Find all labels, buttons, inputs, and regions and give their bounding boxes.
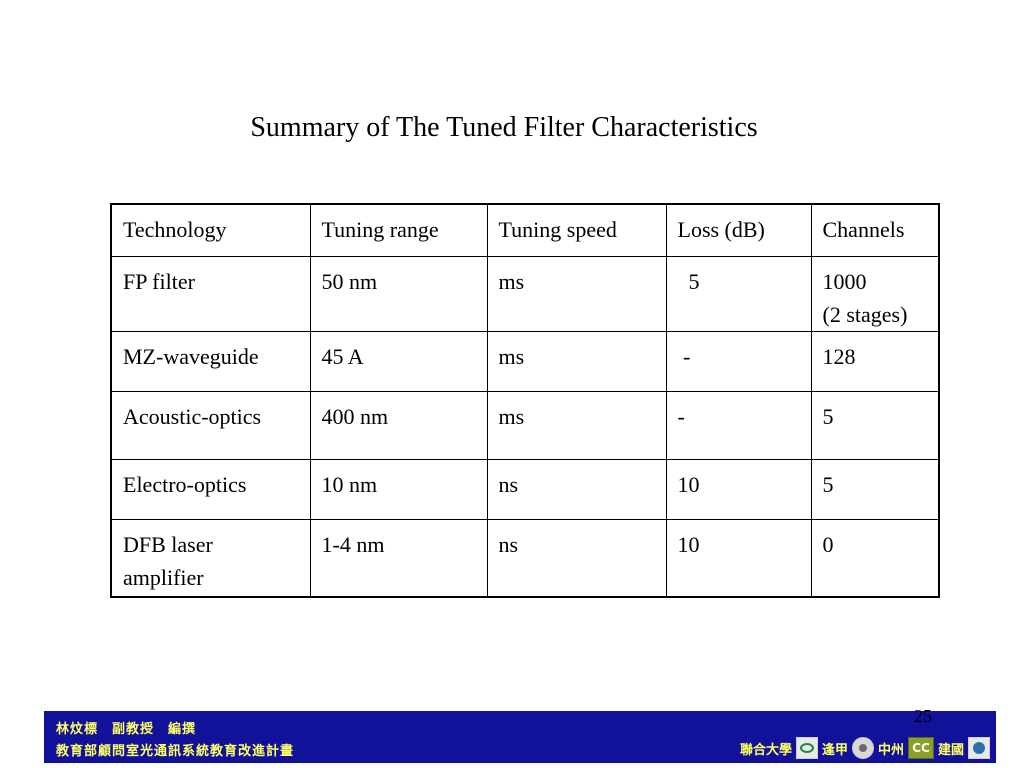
cell-channels: 0 [810,518,940,598]
cell-tuning-range: 50 nm [309,255,488,332]
cell-channels: 128 [810,330,940,392]
partner-schools: 聯合大學 逢甲 中州 CC 建國 [740,737,990,759]
cell-tuning-speed: ms [486,390,667,460]
cell-technology: Electro-optics [110,458,311,520]
table-row: MZ-waveguide 45 A ms - 128 [110,330,940,392]
cell-tuning-speed: ns [486,518,667,598]
footer-program: 教育部顧問室光通訊系統教育改進計畫 [56,744,295,759]
cell-loss: 5 [665,255,812,332]
cell-loss: 10 [665,518,812,598]
slide-title: Summary of The Tuned Filter Characterist… [250,112,758,143]
table-row: Acoustic-optics 400 nm ms - 5 [110,390,940,460]
cell-technology: MZ-waveguide [110,330,311,392]
cell-loss: 10 [665,458,812,520]
school-emblem-icon [968,737,990,759]
cc-logo-icon: CC [907,737,934,759]
header-loss: Loss (dB) [665,203,812,257]
cell-technology: Acoustic-optics [110,390,311,460]
summary-table: Technology Tuning range Tuning speed Los… [110,203,940,598]
cell-loss: - [665,330,812,392]
cell-tuning-speed: ns [486,458,667,520]
cell-tuning-range: 400 nm [309,390,488,460]
table-row: DFB laser amplifier 1-4 nm ns 10 0 [110,518,940,598]
footer-banner: 林炆標 副教授 編撰 教育部顧問室光通訊系統教育改進計畫 聯合大學 逢甲 中州 … [44,711,996,763]
cell-loss: - [665,390,812,460]
cell-tuning-speed: ms [486,255,667,332]
header-tuning-range: Tuning range [309,203,488,257]
header-tuning-speed: Tuning speed [486,203,667,257]
table-header-row: Technology Tuning range Tuning speed Los… [110,203,940,257]
footer-author: 林炆標 副教授 編撰 [56,722,197,737]
school-seal-icon [851,737,874,759]
cell-tuning-range: 1-4 nm [309,518,488,598]
cell-tuning-range: 45 A [309,330,488,392]
header-technology: Technology [110,203,311,257]
cell-technology: FP filter [110,255,311,332]
table-row: Electro-optics 10 nm ns 10 5 [110,458,940,520]
cell-channels: 5 [810,390,940,460]
cell-tuning-speed: ms [486,330,667,392]
cell-technology: DFB laser amplifier [110,518,311,598]
school-logo-icon [795,737,818,759]
header-channels: Channels [810,203,940,257]
cell-channels: 5 [810,458,940,520]
table-row: FP filter 50 nm ms 5 1000 (2 stages) [110,255,940,332]
cell-tuning-range: 10 nm [309,458,488,520]
partner-name: 聯合大學 [739,742,792,758]
partner-name: 逢甲 [821,742,848,758]
partner-name: 建國 [937,742,964,758]
cell-channels: 1000 (2 stages) [810,255,940,332]
page-number: 25 [914,706,932,726]
partner-name: 中州 [877,742,904,758]
